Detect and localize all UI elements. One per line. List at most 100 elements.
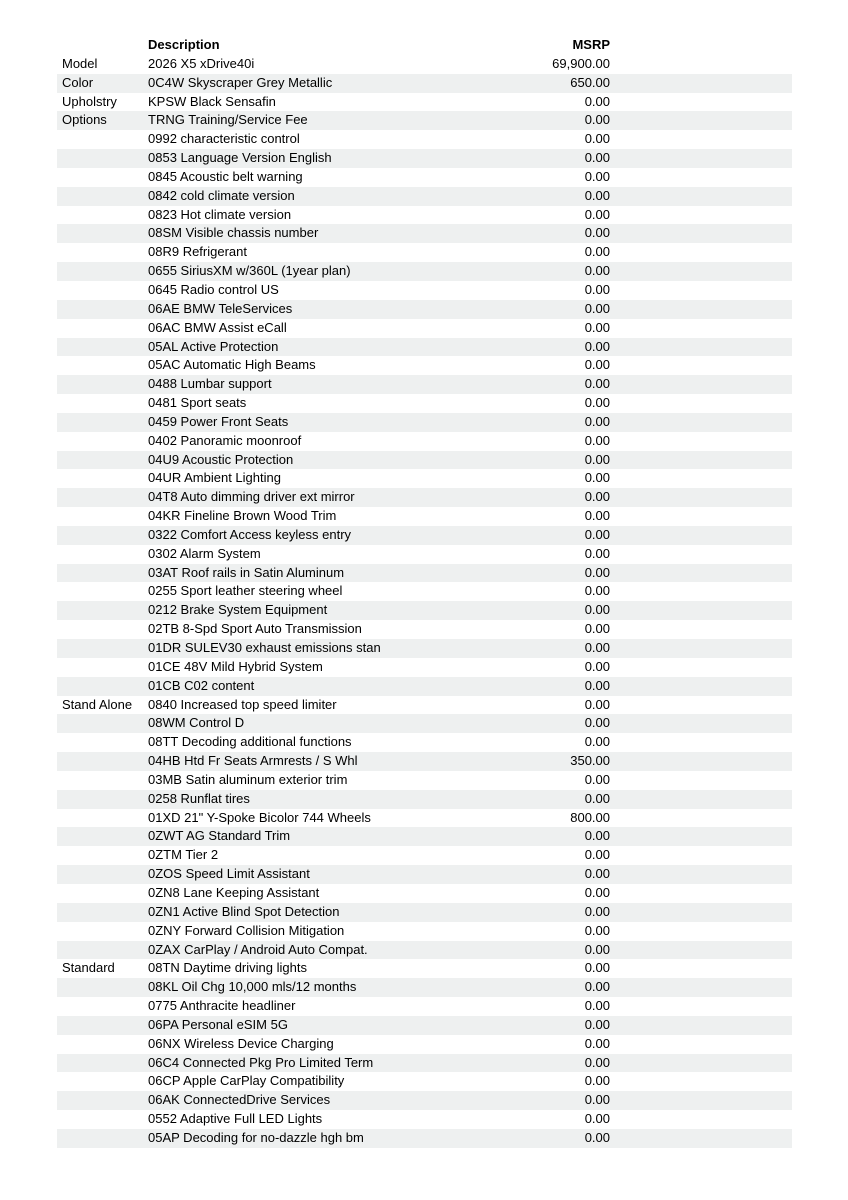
description-cell: 02TB 8-Spd Sport Auto Transmission	[148, 621, 362, 637]
spacer-cell	[610, 243, 792, 262]
description-cell: 05AC Automatic High Beams	[148, 357, 316, 373]
spacer-cell	[610, 281, 792, 300]
spacer-cell	[610, 451, 792, 470]
category-cell	[57, 130, 148, 149]
spacer-cell	[610, 55, 792, 74]
description-cell: 0552 Adaptive Full LED Lights	[148, 1111, 323, 1127]
spacer-cell	[610, 356, 792, 375]
category-cell	[57, 1054, 148, 1073]
category-cell	[57, 564, 148, 583]
table-row: 04UR Ambient Lighting 0.00	[57, 469, 792, 489]
table-row: 05AC Automatic High Beams 0.00	[57, 356, 792, 376]
category-cell	[57, 1091, 148, 1110]
category-cell	[57, 187, 148, 206]
spacer-cell	[610, 187, 792, 206]
description-cell: 0645 Radio control US	[148, 281, 279, 297]
msrp-cell: 0.00	[584, 734, 610, 750]
description-cell: 0842 cold climate version	[148, 187, 295, 203]
description-cell: 08TN Daytime driving lights	[148, 960, 307, 976]
msrp-cell: 0.00	[584, 413, 610, 429]
msrp-cell: 0.00	[584, 357, 610, 373]
msrp-cell: 0.00	[584, 677, 610, 693]
msrp-cell: 0.00	[584, 1129, 610, 1145]
category-cell: Stand Alone	[62, 696, 133, 712]
msrp-cell: 800.00	[570, 809, 610, 825]
description-cell: 06PA Personal eSIM 5G	[148, 1016, 288, 1032]
msrp-column-header: MSRP	[572, 37, 610, 52]
table-row: 0302 Alarm System 0.00	[57, 544, 792, 564]
category-cell	[57, 978, 148, 997]
spacer-cell	[610, 545, 792, 564]
description-cell: 05AP Decoding for no-dazzle hgh bm	[148, 1129, 364, 1145]
category-cell	[57, 827, 148, 846]
description-cell: 04U9 Acoustic Protection	[148, 451, 294, 467]
table-row: 06AE BMW TeleServices 0.00	[57, 299, 792, 319]
category-cell	[57, 865, 148, 884]
msrp-cell: 650.00	[570, 74, 610, 90]
description-column-header: Description	[148, 37, 220, 52]
msrp-cell: 0.00	[584, 847, 610, 863]
description-cell: 0258 Runflat tires	[148, 790, 250, 806]
msrp-cell: 0.00	[584, 432, 610, 448]
msrp-cell: 0.00	[584, 319, 610, 335]
table-row: 0645 Radio control US 0.00	[57, 280, 792, 300]
table-row: 04U9 Acoustic Protection 0.00	[57, 450, 792, 470]
category-cell	[57, 206, 148, 225]
description-cell: 06C4 Connected Pkg Pro Limited Term	[148, 1054, 374, 1070]
table-row: Stand Alone 0840 Increased top speed limi…	[57, 695, 792, 715]
msrp-cell: 0.00	[584, 602, 610, 618]
category-cell	[57, 545, 148, 564]
category-cell: Model	[62, 55, 98, 71]
description-cell: 0481 Sport seats	[148, 395, 247, 411]
spacer-cell	[610, 111, 792, 130]
spacer-cell	[610, 149, 792, 168]
description-cell: 06AK ConnectedDrive Services	[148, 1092, 331, 1108]
table-row: 06PA Personal eSIM 5G 0.00	[57, 1015, 792, 1035]
spacer-cell	[610, 601, 792, 620]
spacer-cell	[610, 469, 792, 488]
description-cell: 03MB Satin aluminum exterior trim	[148, 771, 348, 787]
table-row: 0459 Power Front Seats 0.00	[57, 412, 792, 432]
description-cell: 0322 Comfort Access keyless entry	[148, 526, 352, 542]
category-cell	[57, 168, 148, 187]
table-row: 0823 Hot climate version 0.00	[57, 205, 792, 225]
msrp-cell: 0.00	[584, 1035, 610, 1051]
spacer-cell	[610, 865, 792, 884]
table-row: 02TB 8-Spd Sport Auto Transmission 0.00	[57, 620, 792, 639]
spacer-column-header	[610, 36, 792, 55]
category-cell	[57, 1016, 148, 1035]
table-row: 04KR Fineline Brown Wood Trim 0.00	[57, 507, 792, 526]
msrp-cell: 0.00	[584, 696, 610, 712]
spacer-cell	[610, 1035, 792, 1054]
spacer-cell	[610, 658, 792, 677]
category-cell	[57, 714, 148, 733]
msrp-cell: 0.00	[584, 545, 610, 561]
msrp-cell: 0.00	[584, 281, 610, 297]
msrp-cell: 0.00	[584, 168, 610, 184]
msrp-cell: 0.00	[584, 979, 610, 995]
msrp-cell: 0.00	[584, 658, 610, 674]
table-row: 06AC BMW Assist eCall 0.00	[57, 318, 792, 338]
table-row: 0775 Anthracite headliner 0.00	[57, 997, 792, 1016]
table-row: 08R9 Refrigerant 0.00	[57, 243, 792, 263]
spacer-cell	[610, 790, 792, 809]
category-cell	[57, 677, 148, 696]
category-cell	[57, 149, 148, 168]
msrp-cell: 0.00	[584, 93, 610, 109]
description-cell: 01CE 48V Mild Hybrid System	[148, 658, 323, 674]
category-cell	[57, 319, 148, 338]
description-cell: 0ZWT AG Standard Trim	[148, 828, 291, 844]
table-row: 04T8 Auto dimming driver ext mirror 0.00	[57, 488, 792, 508]
description-cell: 0840 Increased top speed limiter	[148, 696, 337, 712]
category-cell: Color	[62, 74, 94, 90]
table-row: 0853 Language Version English 0.00	[57, 149, 792, 168]
table-row: 0255 Sport leather steering wheel 0.00	[57, 582, 792, 602]
table-row: 08TT Decoding additional functions 0.00	[57, 733, 792, 753]
table-body: Model 2026 X5 xDrive40i 69,900.00 Color 0C4W…	[57, 54, 792, 1148]
spacer-cell	[610, 922, 792, 941]
table-row: Upholstry KPSW Black Sensafin 0.00	[57, 92, 792, 112]
spacer-cell	[610, 432, 792, 451]
msrp-cell: 0.00	[584, 206, 610, 222]
category-cell	[57, 809, 148, 828]
table-row: 0402 Panoramic moonroof 0.00	[57, 431, 792, 451]
